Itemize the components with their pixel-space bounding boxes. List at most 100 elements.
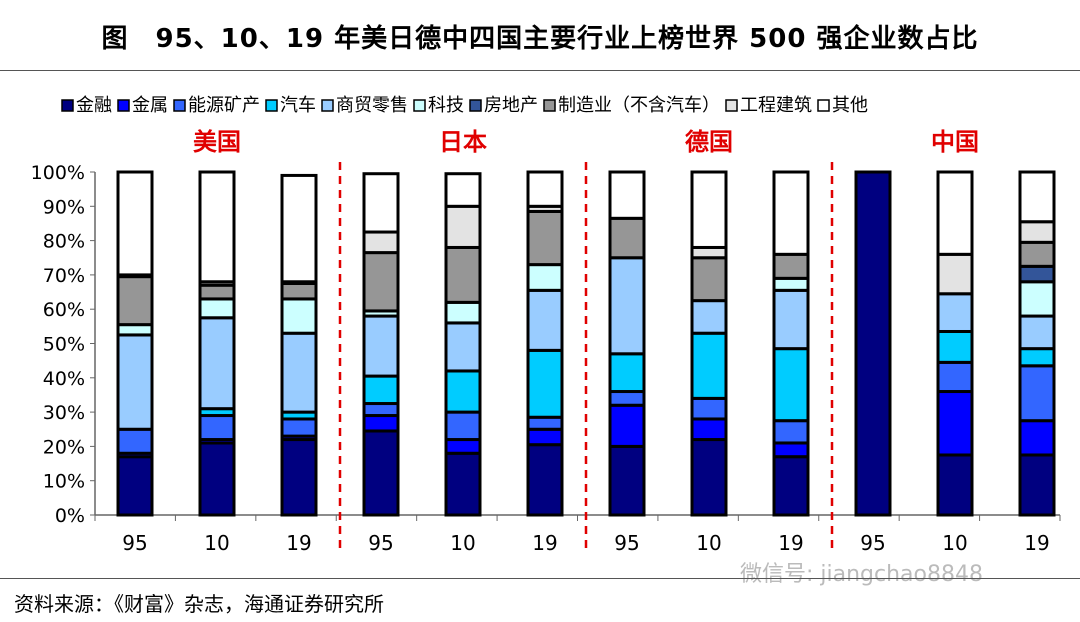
bar-segment bbox=[280, 438, 318, 517]
bar-segment bbox=[444, 204, 482, 249]
legend-label: 金融 bbox=[76, 95, 112, 116]
legend-label: 房地产 bbox=[484, 95, 538, 116]
bar-segment bbox=[608, 390, 646, 407]
bar-segment bbox=[444, 172, 482, 208]
legend-label: 科技 bbox=[428, 95, 464, 116]
bar-segment bbox=[690, 331, 728, 400]
bar-segment bbox=[936, 453, 974, 517]
legend-label: 汽车 bbox=[280, 95, 316, 116]
page-title: 图 95、10、19 年美日德中四国主要行业上榜世界 500 强企业数占比 bbox=[101, 24, 979, 54]
group-label: 中国 bbox=[931, 127, 979, 156]
bar-segment bbox=[1018, 240, 1056, 268]
x-tick-label: 19 bbox=[286, 531, 311, 555]
group-label: 德国 bbox=[685, 127, 733, 156]
legend-swatch bbox=[725, 99, 738, 112]
bar-segment bbox=[1018, 220, 1056, 244]
bar-segment bbox=[280, 331, 318, 414]
bar-segment bbox=[936, 292, 974, 333]
bar-segment bbox=[444, 438, 482, 455]
legend-label: 商贸零售 bbox=[336, 95, 408, 116]
bar-segment bbox=[936, 170, 974, 256]
x-tick-label: 95 bbox=[368, 531, 393, 555]
bar-segment bbox=[280, 281, 318, 301]
bar-segment bbox=[116, 323, 154, 337]
legend-swatch bbox=[469, 99, 482, 112]
bar-segment bbox=[772, 419, 810, 445]
bar-segment bbox=[772, 276, 810, 292]
bar-segment bbox=[690, 396, 728, 421]
y-tick-label: 0% bbox=[55, 505, 85, 527]
bar-segment bbox=[1018, 419, 1056, 457]
bar-segment bbox=[1018, 453, 1056, 517]
bar-segment bbox=[116, 455, 154, 517]
bar-segment bbox=[526, 443, 564, 517]
legend-swatch bbox=[265, 99, 278, 112]
bar-segment bbox=[1018, 347, 1056, 368]
bar-segment bbox=[772, 170, 810, 256]
x-tick-label: 10 bbox=[204, 531, 229, 555]
stacked-bar-chart: 金融 金属 能源矿产 汽车 商贸零售 科技 房地产 制造业（不含汽车） 工程建筑 其他 0% 10% 2… bbox=[31, 95, 1061, 555]
bar-segment bbox=[1018, 264, 1056, 284]
legend-swatch bbox=[321, 99, 334, 112]
x-tick-label: 10 bbox=[696, 531, 721, 555]
x-tick-label: 10 bbox=[450, 531, 475, 555]
legend-label: 其他 bbox=[832, 95, 868, 116]
legend-swatch bbox=[117, 99, 130, 112]
bar-segment bbox=[690, 170, 728, 249]
bar-segment bbox=[608, 352, 646, 394]
y-tick-label: 30% bbox=[43, 402, 85, 424]
legend-swatch bbox=[173, 99, 186, 112]
bar-segment bbox=[526, 209, 564, 267]
bar-segment bbox=[444, 300, 482, 325]
bar-segment bbox=[198, 297, 236, 320]
x-tick-label: 95 bbox=[614, 531, 639, 555]
bar-segment bbox=[1018, 314, 1056, 351]
bar-segment bbox=[198, 316, 236, 411]
bar-segment bbox=[772, 347, 810, 423]
bar-segment bbox=[362, 374, 400, 406]
bar-segment bbox=[362, 402, 400, 418]
bar-segment bbox=[116, 427, 154, 455]
x-tick-label: 95 bbox=[122, 531, 147, 555]
title-divider bbox=[0, 70, 1080, 71]
y-tick-label: 20% bbox=[43, 436, 85, 458]
source-note: 资料来源：《财富》杂志，海通证券研究所 bbox=[14, 592, 384, 616]
legend-label: 工程建筑 bbox=[740, 95, 812, 116]
y-tick-label: 10% bbox=[43, 471, 85, 493]
bar-segment bbox=[116, 275, 154, 327]
bar-segment bbox=[526, 263, 564, 292]
legend-swatch bbox=[543, 99, 556, 112]
bar-segment bbox=[772, 288, 810, 351]
legend-swatch bbox=[817, 99, 830, 112]
bar-segment bbox=[936, 252, 974, 296]
y-tick-label: 70% bbox=[43, 265, 85, 287]
bar-segment bbox=[116, 333, 154, 431]
bar-segment bbox=[608, 216, 646, 260]
bar-segment bbox=[608, 444, 646, 517]
bar-segment bbox=[1018, 364, 1056, 423]
legend-swatch bbox=[61, 99, 74, 112]
bar-segment bbox=[362, 172, 400, 234]
group-label: 日本 bbox=[439, 127, 487, 156]
bar-segment bbox=[280, 417, 318, 438]
bar-segment bbox=[280, 173, 318, 284]
bar-segment bbox=[1018, 280, 1056, 318]
bar-segment bbox=[772, 441, 810, 459]
y-tick-label: 100% bbox=[31, 162, 85, 184]
x-tick-label: 10 bbox=[942, 531, 967, 555]
bar-segment bbox=[608, 170, 646, 220]
legend-label: 能源矿产 bbox=[188, 95, 260, 116]
y-tick-label: 80% bbox=[43, 231, 85, 253]
bar-segment bbox=[198, 441, 236, 517]
x-tick-label: 95 bbox=[860, 531, 885, 555]
bar-segment bbox=[362, 429, 400, 517]
y-tick-label: 40% bbox=[43, 368, 85, 390]
x-tick-label: 19 bbox=[778, 531, 803, 555]
bar-segment bbox=[690, 417, 728, 442]
bar-segment bbox=[772, 455, 810, 517]
watermark: 微信号: jiangchao8848 bbox=[740, 562, 983, 587]
bar-segment bbox=[362, 230, 400, 255]
bar-segment bbox=[526, 427, 564, 447]
bar-segment bbox=[936, 390, 974, 457]
bar-segment bbox=[362, 414, 400, 433]
